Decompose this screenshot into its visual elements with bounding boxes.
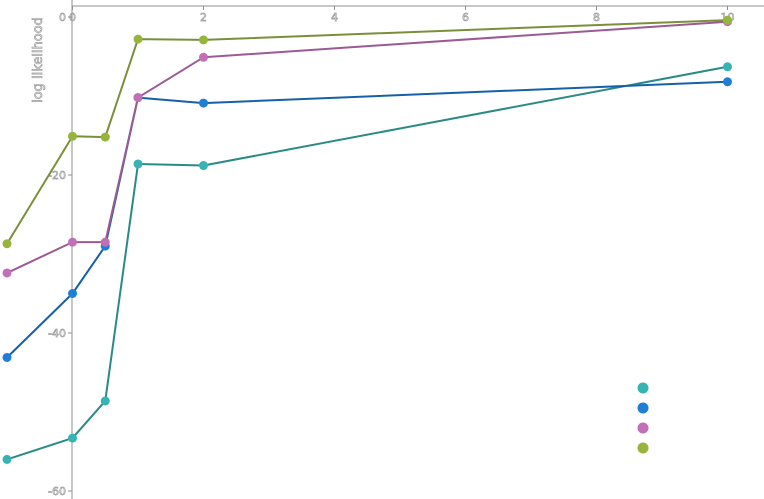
x-tick-label: 8 [593,11,600,24]
data-point [133,159,143,169]
data-point [133,93,143,103]
data-point [723,77,732,87]
data-point [723,62,732,72]
series-4 [2,15,732,249]
series-line [6,65,728,461]
y-tick-label: -60 [48,485,66,498]
y-axis-ticks: 0 -20 -40 -60 [48,11,72,498]
legend-marker [637,382,649,394]
data-point [68,433,77,443]
data-point [199,35,208,45]
series-line [6,20,728,274]
series-line [6,80,728,359]
data-point [723,15,732,25]
data-point [68,237,77,247]
x-tick-label: 6 [462,11,469,24]
series-line [6,19,728,245]
data-point [100,396,110,406]
data-point [68,131,77,141]
data-point [199,52,208,62]
data-point [199,161,208,171]
data-point [100,132,110,142]
data-point [199,98,208,108]
series-3 [2,17,732,278]
data-point [100,237,110,247]
x-tick-label: 2 [200,11,207,24]
legend-marker [637,402,649,414]
data-point [2,352,12,362]
legend-marker [637,422,649,434]
series-layer [2,15,732,464]
y-tick-label: -40 [48,327,66,340]
x-tick-label: 0 [69,11,76,24]
series-1 [2,62,732,464]
data-point [68,289,77,298]
y-tick-label: 0 [59,11,66,24]
data-point [2,454,12,464]
x-tick-label: 4 [331,11,338,24]
data-point [2,239,12,249]
y-tick-label: -20 [48,169,66,182]
chart-axes [71,0,764,499]
data-point [2,268,12,278]
data-point [133,34,143,44]
y-axis-label: log likelihood [31,17,46,103]
x-axis-ticks: 0246810 [69,6,735,24]
chart-legend [637,382,649,454]
legend-marker [637,442,649,454]
